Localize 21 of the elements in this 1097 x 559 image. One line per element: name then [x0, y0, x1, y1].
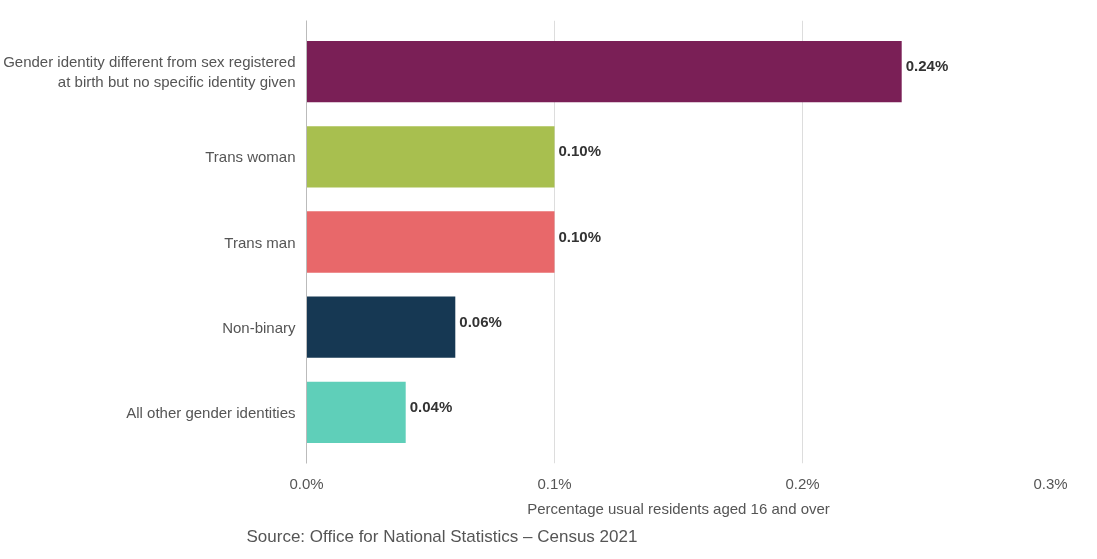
- data-label: 0.10%: [558, 142, 602, 160]
- data-label: 0.04%: [409, 397, 453, 415]
- x-tick-label: 0.0%: [289, 474, 324, 492]
- y-tick-label: Non-binary: [222, 318, 296, 336]
- bar: [306, 126, 555, 188]
- y-tick-label: Trans man: [224, 233, 296, 251]
- y-tick-label: All other gender identities: [126, 403, 296, 421]
- x-axis-title: Percentage usual residents aged 16 and over: [527, 499, 830, 517]
- y-tick-label: Trans woman: [205, 148, 296, 166]
- data-label: 0.24%: [905, 57, 949, 75]
- source-note: Source: Office for National Statistics – Census 2021: [246, 526, 638, 546]
- bar: [306, 296, 456, 358]
- x-tick-label: 0.2%: [785, 474, 820, 492]
- data-label: 0.10%: [558, 227, 602, 245]
- bar: [306, 40, 902, 103]
- x-tick-label: 0.1%: [537, 474, 572, 492]
- x-tick-label: 0.3%: [1033, 474, 1068, 492]
- bar: [306, 381, 406, 444]
- bar: [306, 211, 555, 273]
- y-tick-label: Gender identity different from sex registered at birth but no specific identity given: [3, 52, 296, 91]
- data-label: 0.06%: [459, 312, 502, 330]
